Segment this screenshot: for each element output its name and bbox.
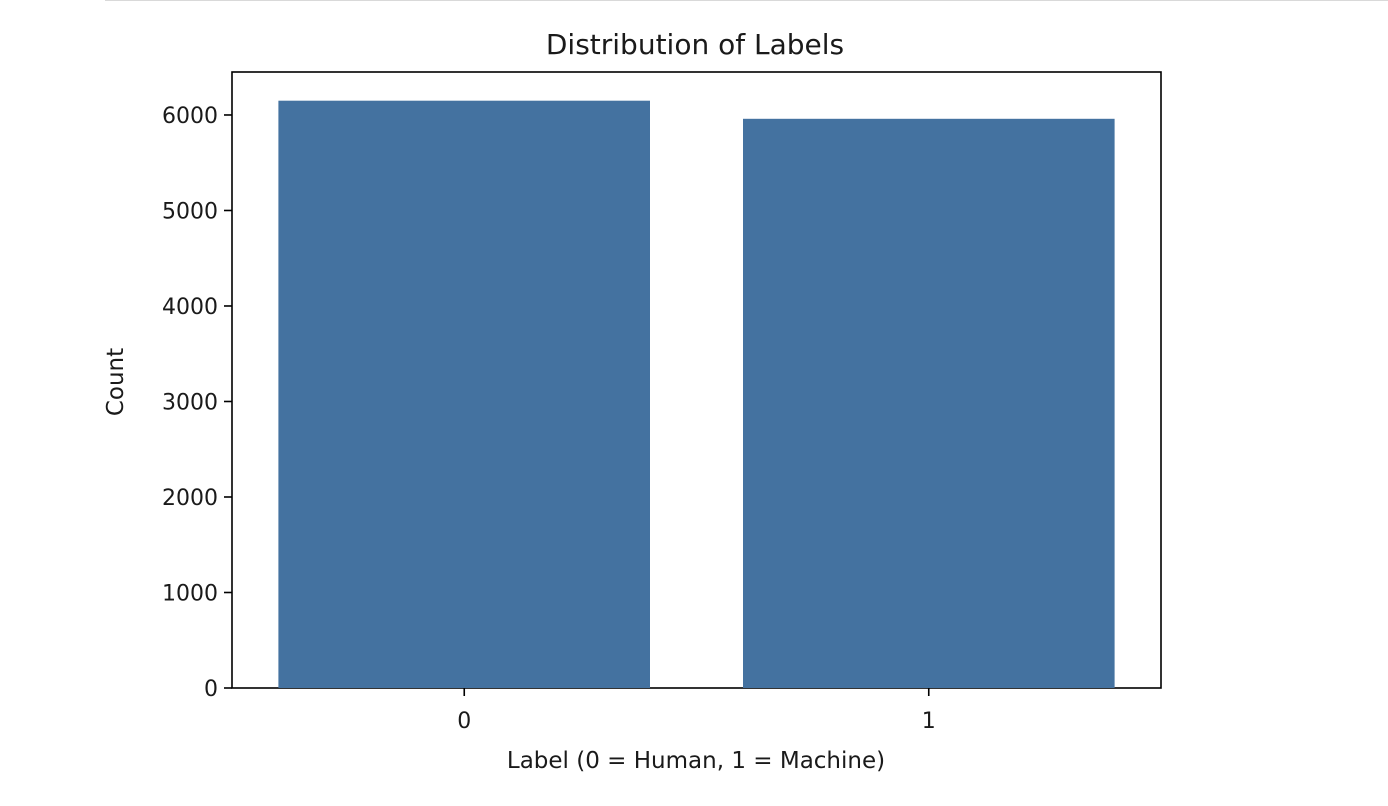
bar-0 xyxy=(278,100,650,688)
top-divider xyxy=(105,0,1388,1)
y-tick-label: 1000 xyxy=(162,581,218,606)
y-tick-label: 6000 xyxy=(162,104,218,129)
y-tick-label: 5000 xyxy=(162,199,218,224)
y-axis-ticks: 0 1000 2000 3000 4000 5000 6000 xyxy=(162,104,232,702)
x-axis-label: Label (0 = Human, 1 = Machine) xyxy=(507,748,885,774)
y-tick-label: 3000 xyxy=(162,390,218,415)
y-tick-label: 0 xyxy=(204,677,218,702)
chart-title: Distribution of Labels xyxy=(546,28,844,61)
x-tick-label: 1 xyxy=(922,709,936,734)
bar-1 xyxy=(743,118,1115,689)
y-tick-label: 4000 xyxy=(162,295,218,320)
y-axis-label: Count xyxy=(103,348,129,416)
plot-frame xyxy=(231,71,1162,689)
y-tick-label: 2000 xyxy=(162,486,218,511)
x-tick-label: 0 xyxy=(457,709,471,734)
bars-group xyxy=(278,100,1115,689)
